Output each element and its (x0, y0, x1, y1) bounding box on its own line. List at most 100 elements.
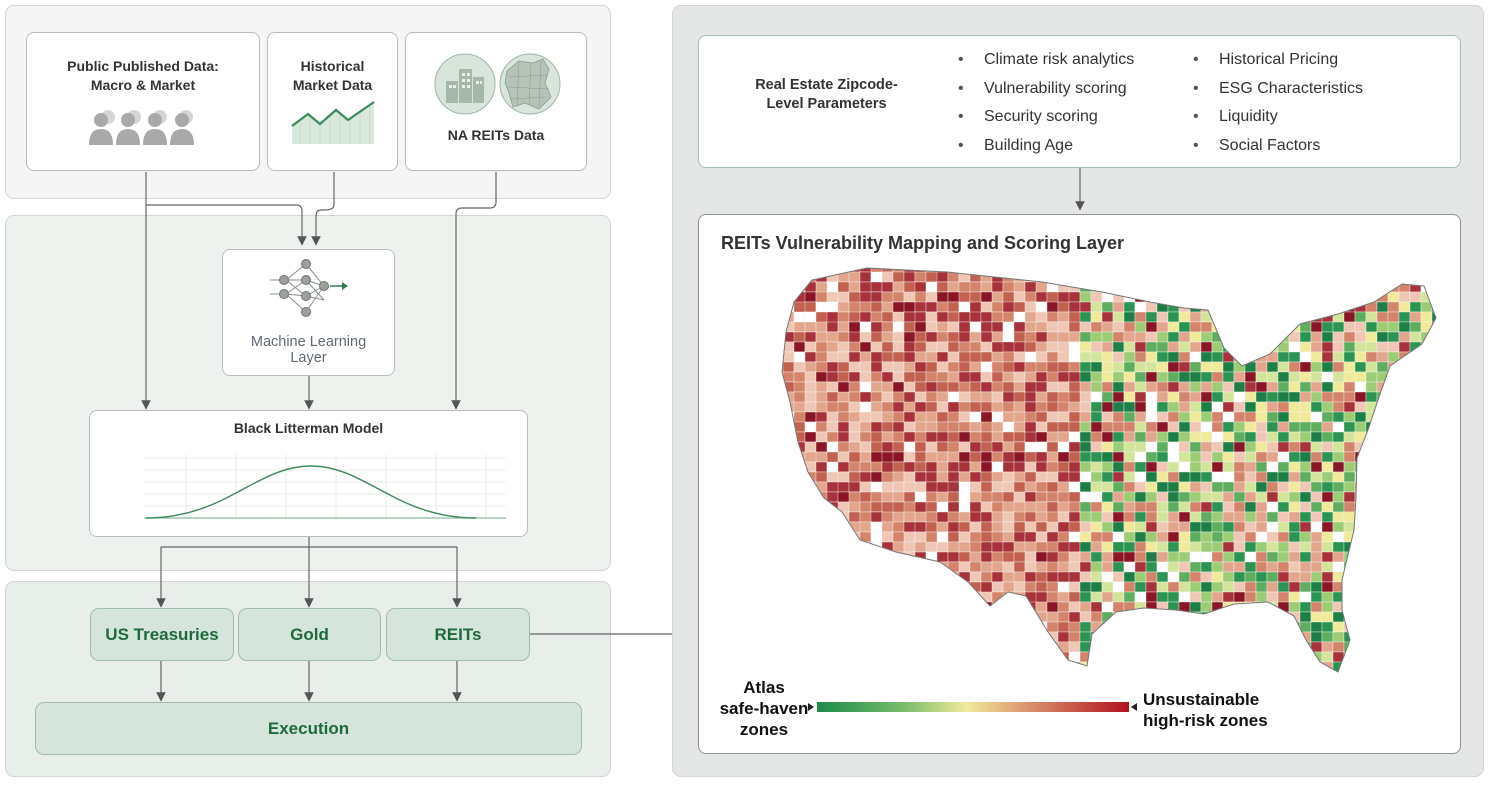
asset-button-reits[interactable]: REITs (386, 608, 530, 661)
county-tile (1123, 501, 1136, 513)
county-tile (1024, 571, 1037, 583)
neural-network-icon (270, 259, 348, 317)
county-tile (1156, 431, 1169, 443)
county-tile (782, 371, 784, 383)
county-tile (782, 291, 784, 303)
asset-button-us-treasuries[interactable]: US Treasuries (90, 608, 234, 661)
county-tile (1398, 591, 1411, 603)
county-tile (1376, 531, 1389, 543)
county-tile (1387, 631, 1400, 643)
county-tile (969, 631, 982, 643)
county-tile (859, 311, 872, 323)
county-tile (1266, 351, 1279, 363)
county-tile (1288, 571, 1301, 583)
county-tile (837, 331, 850, 343)
county-tile (991, 431, 1004, 443)
county-tile (914, 601, 927, 613)
county-tile (1035, 561, 1048, 573)
county-tile (1343, 351, 1356, 363)
county-tile (1420, 511, 1433, 523)
county-tile (1387, 391, 1400, 403)
county-tile (1145, 621, 1158, 633)
county-tile (782, 551, 784, 563)
county-tile (859, 631, 872, 643)
asset-button-gold[interactable]: Gold (238, 608, 381, 661)
county-tile (1343, 671, 1356, 672)
county-tile (1365, 311, 1378, 323)
county-tile (1365, 641, 1378, 653)
county-tile (815, 321, 828, 333)
county-tile (1332, 271, 1345, 283)
county-tile (1420, 441, 1433, 453)
county-tile (1310, 371, 1323, 383)
county-tile (1156, 501, 1169, 513)
county-tile (1079, 501, 1092, 513)
county-tile (1013, 631, 1026, 643)
county-tile (1156, 271, 1169, 283)
county-tile (1244, 391, 1257, 403)
county-tile (947, 421, 960, 433)
county-tile (848, 621, 872, 643)
county-tile (1090, 451, 1103, 463)
county-tile (1431, 471, 1436, 483)
county-tile (815, 541, 839, 563)
county-tile (826, 671, 839, 672)
county-tile (936, 321, 949, 333)
county-tile (1255, 541, 1268, 553)
county-tile (1409, 471, 1422, 483)
county-tile (892, 371, 905, 383)
county-tile (1288, 421, 1301, 433)
county-tile (1167, 661, 1180, 672)
county-tile (1288, 271, 1301, 283)
county-tile (1211, 291, 1224, 303)
county-tile (1035, 401, 1048, 413)
county-tile (936, 371, 949, 383)
county-tile (1244, 281, 1257, 293)
county-tile (1266, 431, 1279, 443)
county-tile (914, 581, 927, 593)
county-tile (826, 661, 839, 672)
county-tile (1079, 471, 1092, 483)
county-tile (991, 331, 1004, 343)
county-tile (1211, 651, 1224, 663)
county-tile (1244, 291, 1257, 303)
county-tile (1310, 301, 1323, 313)
county-tile (1046, 451, 1059, 463)
ml-layer-label: Machine Learning Layer (250, 334, 367, 366)
county-tile (1332, 421, 1345, 433)
county-tile (1145, 611, 1158, 623)
county-tile (925, 301, 938, 313)
execution-button[interactable]: Execution (35, 702, 582, 755)
county-tile (1145, 371, 1158, 383)
county-tile (1013, 651, 1026, 663)
county-tile (1387, 521, 1400, 533)
county-tile (1134, 531, 1147, 543)
county-tile (848, 361, 861, 373)
county-tile (947, 601, 960, 613)
county-tile (1409, 571, 1422, 583)
county-tile (1288, 621, 1301, 633)
county-tile (881, 631, 905, 653)
county-tile (925, 641, 949, 663)
county-tile (958, 651, 982, 672)
county-tile (1222, 461, 1235, 473)
county-tile (881, 621, 894, 633)
county-tile (903, 321, 916, 333)
county-tile (837, 601, 861, 623)
county-tile (914, 351, 927, 363)
county-tile (1420, 268, 1433, 273)
county-tile (1178, 561, 1191, 573)
county-tile (1079, 301, 1092, 313)
county-tile (958, 311, 971, 323)
county-tile (1431, 291, 1436, 303)
county-tile (826, 531, 850, 553)
county-tile (1365, 331, 1378, 343)
county-tile (1387, 621, 1400, 633)
county-tile (782, 501, 784, 513)
county-tile (1134, 621, 1147, 633)
county-tile (969, 341, 982, 353)
county-tile (1376, 601, 1389, 613)
county-tile (1013, 571, 1026, 583)
county-tile (1255, 291, 1268, 303)
county-tile (1310, 571, 1323, 583)
